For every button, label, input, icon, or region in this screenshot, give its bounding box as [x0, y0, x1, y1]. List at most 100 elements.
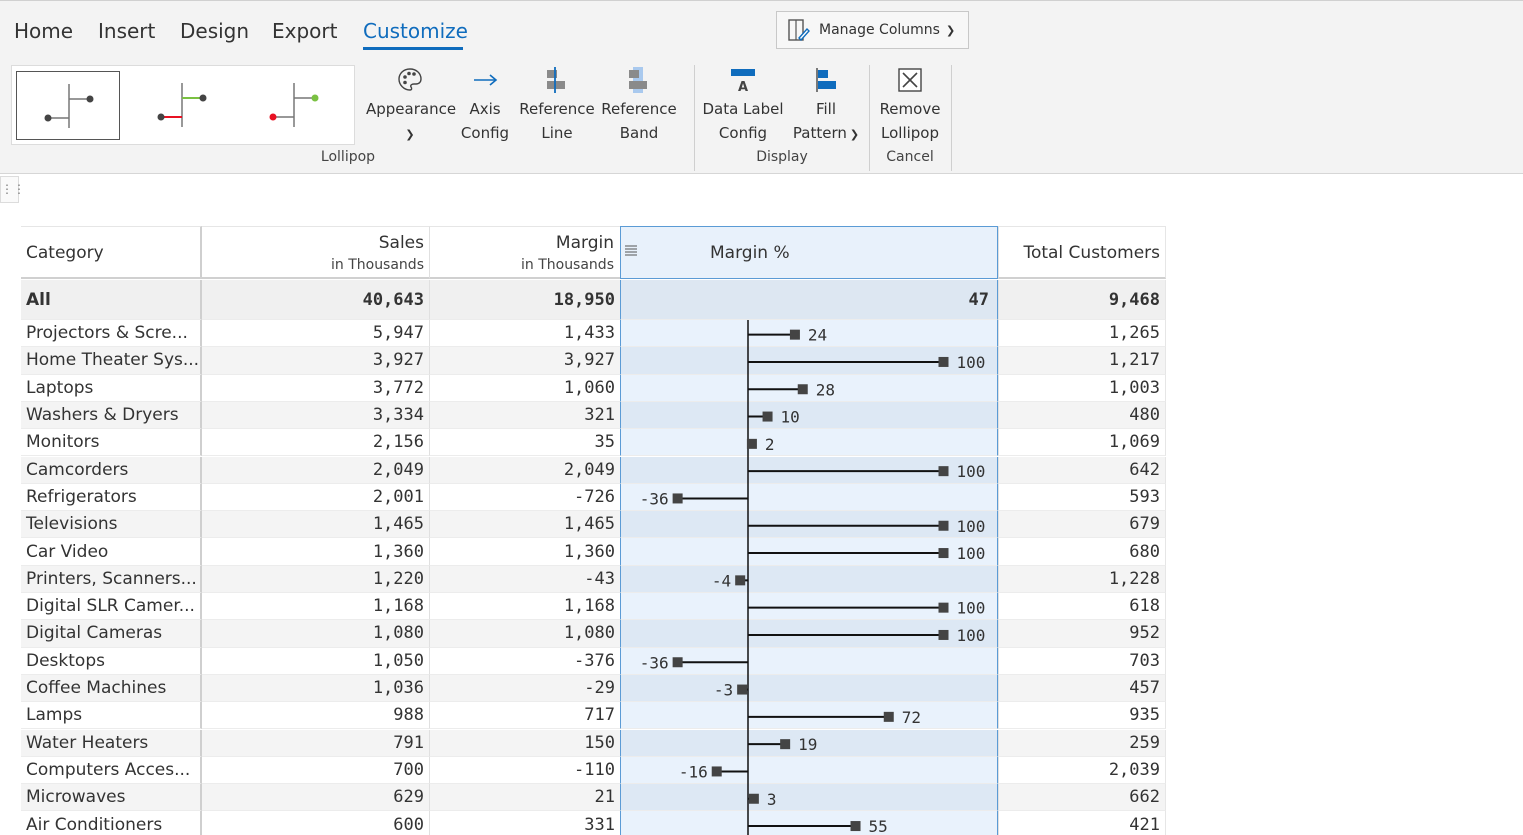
row-margin-pct	[620, 347, 998, 375]
drag-handle[interactable]: ⋮⋮	[0, 176, 25, 203]
lollipop-head[interactable]	[938, 520, 949, 531]
table-row[interactable]: Televisions 1,465 1,465 679	[21, 511, 1166, 539]
reference-line-label-2: Line	[541, 124, 573, 142]
table-row[interactable]: Projectors & Scre... 5,947 1,433 1,265	[21, 320, 1166, 348]
table-row[interactable]: Desktops 1,050 -376 703	[21, 647, 1166, 675]
row-customers: 1,217	[998, 347, 1166, 375]
table-row[interactable]: Refrigerators 2,001 -726 593	[21, 483, 1166, 512]
ribbon: Home Insert Design Export Customize Mana…	[0, 0, 1523, 174]
lollipop-data-label: 100	[957, 599, 986, 618]
lollipop-data-label: -4	[712, 571, 731, 590]
table-row[interactable]: Digital SLR Camer... 1,168 1,168 618	[21, 593, 1166, 621]
header-sales[interactable]: Sales in Thousands	[202, 226, 430, 279]
lollipop-style-colored-stem[interactable]	[130, 71, 234, 140]
table-row[interactable]: Camcorders 2,049 2,049 642	[21, 456, 1166, 484]
axis-config-button[interactable]: Axis Config	[456, 65, 514, 145]
total-margin-pct: 47	[620, 280, 998, 320]
row-customers: 680	[998, 538, 1166, 566]
table-row[interactable]: Water Heaters 791 150 259	[21, 729, 1166, 757]
lollipop-head[interactable]	[746, 438, 757, 449]
palette-icon	[398, 68, 422, 91]
lollipop-data-label: 100	[957, 544, 986, 563]
lollipop-head[interactable]	[711, 766, 722, 777]
table-row[interactable]: Computers Acces... 700 -110 2,039	[21, 756, 1166, 785]
header-category[interactable]: Category	[21, 226, 202, 279]
lollipop-head[interactable]	[748, 793, 759, 804]
lollipop-head[interactable]	[737, 684, 748, 695]
lollipop-head[interactable]	[789, 329, 800, 340]
lollipop-style-colored-head[interactable]	[242, 71, 346, 140]
table-row[interactable]: Home Theater Sys... 3,927 3,927 1,217	[21, 347, 1166, 375]
row-margin: 3,927	[430, 347, 620, 375]
tab-customize[interactable]: Customize	[363, 19, 468, 43]
lollipop-head[interactable]	[883, 711, 894, 722]
header-margin-pct[interactable]: Margin %	[620, 226, 998, 279]
data-label-config-label-2: Config	[718, 124, 768, 142]
table-row[interactable]: Monitors 2,156 35 1,069	[21, 429, 1166, 457]
lollipop-style-default[interactable]	[16, 71, 120, 140]
lollipop-head[interactable]	[780, 739, 791, 750]
manage-columns-label: Manage Columns	[819, 22, 940, 38]
table-row[interactable]: Air Conditioners 600 331 421	[21, 811, 1166, 835]
lollipop-head[interactable]	[735, 575, 746, 586]
remove-lollipop-button[interactable]: Remove Lollipop	[874, 65, 946, 145]
column-menu-icon[interactable]	[624, 243, 638, 257]
group-label-cancel: Cancel	[886, 149, 934, 165]
lollipop-head[interactable]	[938, 602, 949, 613]
appearance-button[interactable]: Appearance ❯	[366, 65, 456, 147]
reference-line-button[interactable]: Reference Line	[518, 65, 596, 145]
fill-pattern-label-2: Pattern	[792, 124, 847, 142]
lollipop-head[interactable]	[938, 356, 949, 367]
table-row[interactable]: Microwaves 629 21 662	[21, 784, 1166, 812]
data-label-config-button[interactable]: A Data Label Config	[701, 65, 785, 145]
table-row[interactable]: Coffee Machines 1,036 -29 457	[21, 674, 1166, 703]
row-category: Lamps	[21, 702, 202, 730]
active-tab-indicator	[363, 47, 463, 50]
lollipop-head[interactable]	[850, 821, 861, 832]
row-margin-pct	[620, 784, 998, 812]
manage-columns-icon	[788, 19, 810, 42]
ribbon-separator	[694, 65, 695, 171]
data-label-icon: A	[731, 69, 755, 95]
remove-lollipop-label-1: Remove	[879, 100, 941, 118]
table-row[interactable]: Car Video 1,360 1,360 680	[21, 538, 1166, 566]
table-row[interactable]: Washers & Dryers 3,334 321 480	[21, 401, 1166, 430]
total-margin: 18,950	[430, 280, 620, 320]
row-margin: 1,080	[430, 620, 620, 648]
header-sales-unit: in Thousands	[330, 257, 424, 273]
header-margin[interactable]: Margin in Thousands	[430, 226, 620, 279]
header-customers[interactable]: Total Customers	[998, 226, 1166, 279]
row-margin-pct	[620, 593, 998, 621]
lollipop-head[interactable]	[938, 629, 949, 640]
row-sales: 3,334	[202, 401, 430, 430]
tab-design[interactable]: Design	[180, 19, 250, 43]
fill-pattern-icon	[816, 68, 836, 92]
tab-insert[interactable]: Insert	[98, 19, 156, 43]
table-row[interactable]: Printers, Scanners... 1,220 -43 1,228	[21, 565, 1166, 593]
ribbon-separator	[869, 65, 870, 171]
fill-pattern-button[interactable]: Fill Pattern ❯	[790, 65, 862, 147]
row-sales: 600	[202, 811, 430, 835]
lollipop-head[interactable]	[672, 657, 683, 668]
axis-config-label-2: Config	[460, 124, 510, 142]
row-sales: 1,036	[202, 674, 430, 703]
table-row[interactable]: Lamps 988 717 935	[21, 702, 1166, 730]
table-row[interactable]: Digital Cameras 1,080 1,080 952	[21, 620, 1166, 648]
lollipop-head[interactable]	[938, 466, 949, 477]
data-label-config-label-1: Data Label	[702, 100, 784, 118]
lollipop-head[interactable]	[938, 548, 949, 559]
tab-home[interactable]: Home	[14, 19, 74, 43]
row-margin: 150	[430, 729, 620, 757]
row-customers: 457	[998, 674, 1166, 703]
lollipop-head[interactable]	[672, 493, 683, 504]
row-customers: 703	[998, 647, 1166, 675]
row-margin-pct	[620, 511, 998, 539]
lollipop-head[interactable]	[762, 411, 773, 422]
lollipop-head[interactable]	[797, 384, 808, 395]
manage-columns-button[interactable]: Manage Columns ❯	[776, 11, 969, 49]
tab-export[interactable]: Export	[272, 19, 338, 43]
table-row[interactable]: Laptops 3,772 1,060 1,003	[21, 374, 1166, 402]
reference-band-button[interactable]: Reference Band	[600, 65, 678, 145]
row-margin: 331	[430, 811, 620, 835]
row-customers: 1,228	[998, 565, 1166, 593]
